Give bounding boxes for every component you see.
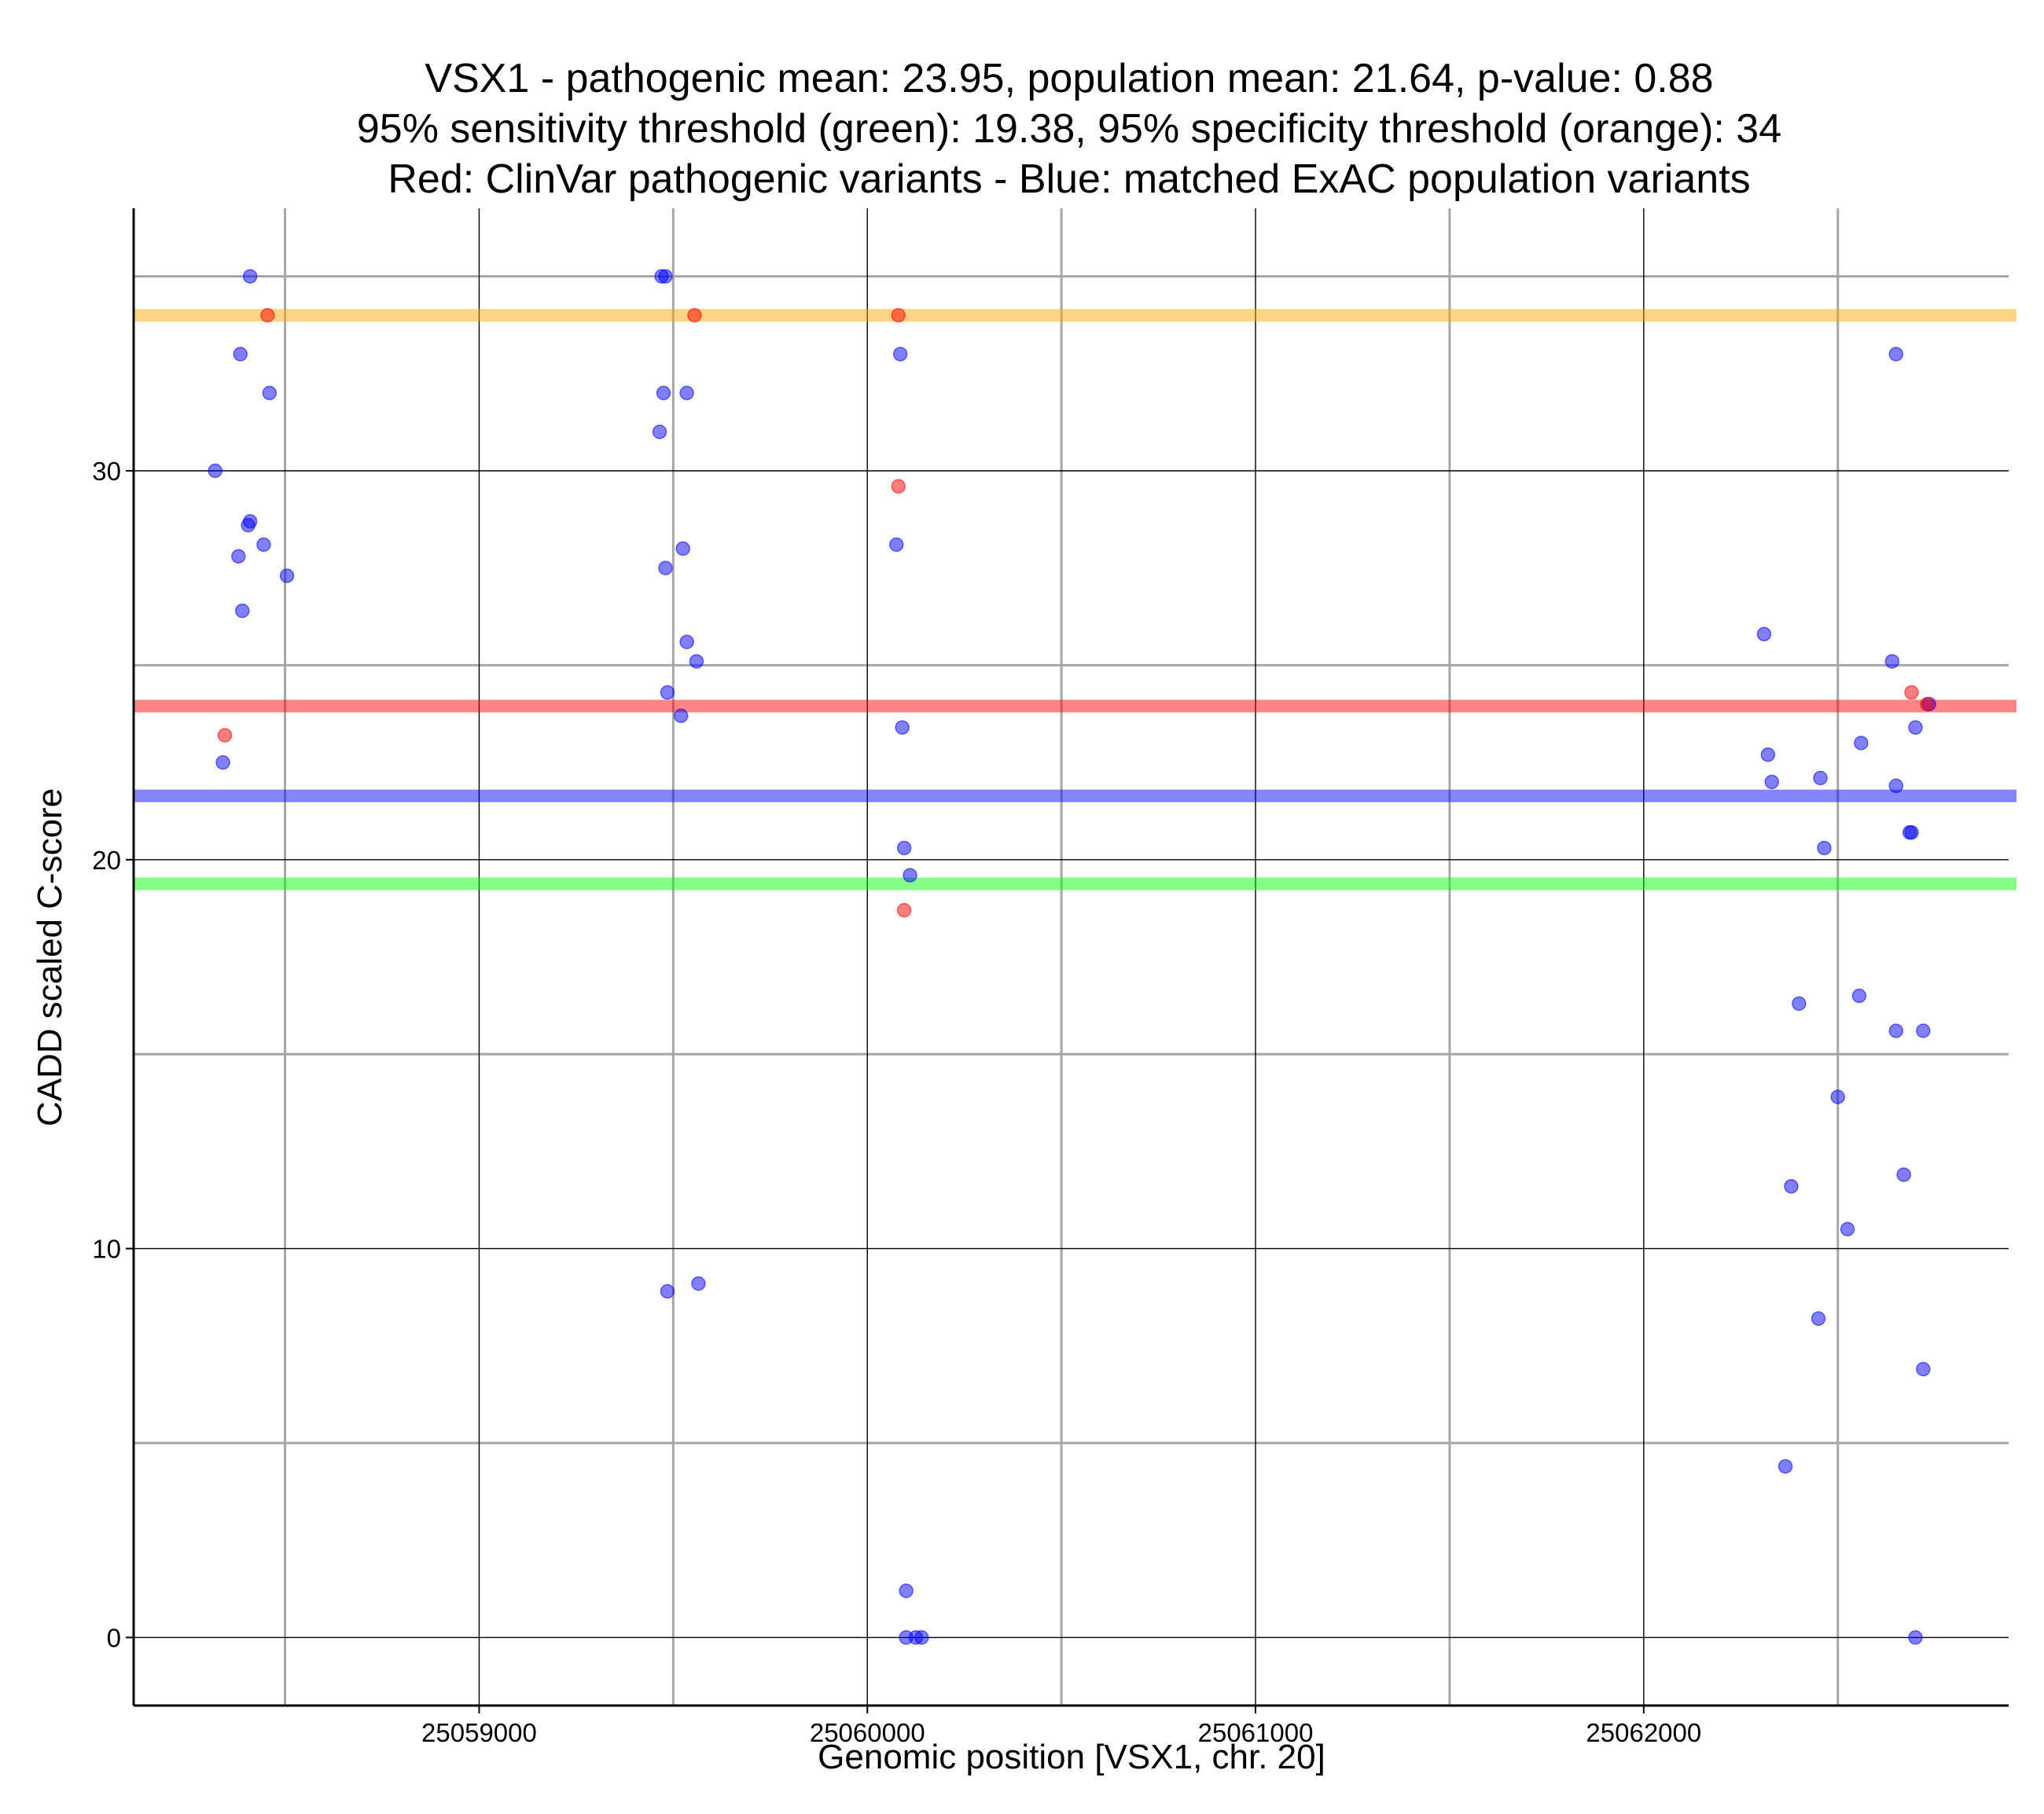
population-variant-point xyxy=(896,840,912,856)
population-variant-point xyxy=(1792,996,1807,1012)
population-variant-point xyxy=(1884,654,1900,669)
population-variant-point xyxy=(660,685,675,700)
x-tick-label: 25062000 xyxy=(1586,1718,1701,1747)
population-variant-point xyxy=(1851,988,1867,1004)
population-variant-point xyxy=(1888,347,1904,362)
pathogenic-variant-point xyxy=(891,307,906,323)
population-variant-point xyxy=(1854,736,1869,751)
population-variant-point xyxy=(656,385,671,401)
x-axis-ticks: 25059000 25060000 25061000 25062000 xyxy=(421,1706,1701,1747)
population-variant-point xyxy=(231,549,246,564)
x-tick-label: 25060000 xyxy=(810,1718,925,1747)
population-variant-point xyxy=(1784,1179,1799,1194)
population-variant-point xyxy=(1840,1221,1855,1237)
x-tick-label: 25061000 xyxy=(1198,1718,1314,1747)
population-variant-point xyxy=(235,603,250,619)
y-tick-label: 30 xyxy=(92,457,121,486)
population-variant-point xyxy=(892,347,908,362)
population-variant-point xyxy=(889,537,904,553)
pathogenic-variant-point xyxy=(687,307,702,323)
chart-title-line-1: VSX1 - pathogenic mean: 23.95, populatio… xyxy=(425,56,1713,101)
population-variant-point xyxy=(1916,1361,1931,1377)
pathogenic-variant-point xyxy=(217,728,233,743)
threshold-lines xyxy=(134,309,2016,890)
population-variant-point xyxy=(242,269,258,284)
population-variant-point xyxy=(658,269,673,284)
population-variant-point xyxy=(241,518,256,533)
population-variant-point xyxy=(679,385,694,401)
pathogenic-variant-point xyxy=(1904,685,1919,700)
population-variant-point xyxy=(1888,778,1904,794)
population-variant-point xyxy=(1916,1023,1931,1038)
population-variant-point xyxy=(279,568,295,583)
y-tick-label: 0 xyxy=(107,1623,121,1652)
pathogenic-variant-point xyxy=(1920,696,1935,712)
population-variant-point xyxy=(652,424,667,439)
population-variant-point xyxy=(1813,770,1828,786)
population-variant-point xyxy=(914,1630,929,1645)
population-variant-point xyxy=(689,654,704,669)
population-variant-point xyxy=(903,868,917,883)
y-tick-label: 10 xyxy=(92,1235,121,1264)
population-variant-point xyxy=(262,385,278,401)
population-variant-point xyxy=(1756,626,1772,642)
population-variant-point xyxy=(208,463,222,479)
y-axis-title: CADD scaled C-score xyxy=(31,788,69,1126)
chart-title-line-3: Red: ClinVar pathogenic variants - Blue:… xyxy=(388,156,1750,202)
population-variant-point xyxy=(899,1583,914,1599)
pathogenic-variant-point xyxy=(891,479,906,494)
population-variant-point xyxy=(1811,1311,1826,1326)
population-variant-point xyxy=(895,720,910,735)
population-variant-point xyxy=(675,541,690,556)
population-variant-point xyxy=(673,708,689,723)
population-variant-point xyxy=(660,1283,675,1299)
x-axis-title: Genomic position [VSX1, chr. 20] xyxy=(818,1738,1325,1776)
population-variant-point xyxy=(1908,720,1923,735)
data-points xyxy=(208,269,1937,1645)
population-variant-point xyxy=(1908,1630,1923,1645)
population-variant-point xyxy=(256,537,271,553)
population-variant-point xyxy=(1888,1023,1904,1038)
pathogenic-variant-point xyxy=(260,307,275,323)
chart-title-line-2: 95% sensitivity threshold (green): 19.38… xyxy=(357,106,1781,152)
pathogenic-variant-point xyxy=(896,902,912,918)
population-variant-point xyxy=(1817,840,1832,856)
population-variant-point xyxy=(691,1276,706,1291)
y-axis-ticks: 0 10 20 30 xyxy=(92,457,134,1652)
population-variant-point xyxy=(679,634,694,649)
population-variant-point xyxy=(1760,747,1776,762)
x-tick-label: 25059000 xyxy=(421,1718,537,1747)
major-gridlines xyxy=(134,208,2009,1706)
population-variant-point xyxy=(1896,1167,1911,1182)
population-variant-point xyxy=(1764,774,1780,790)
population-variant-point xyxy=(1777,1459,1793,1474)
population-variant-point xyxy=(1830,1089,1845,1104)
minor-gridlines xyxy=(134,208,2009,1706)
population-variant-point xyxy=(658,560,673,575)
population-variant-point xyxy=(233,347,248,362)
y-tick-label: 20 xyxy=(92,846,121,875)
population-variant-point xyxy=(215,755,230,770)
population-variant-point xyxy=(1904,824,1919,840)
